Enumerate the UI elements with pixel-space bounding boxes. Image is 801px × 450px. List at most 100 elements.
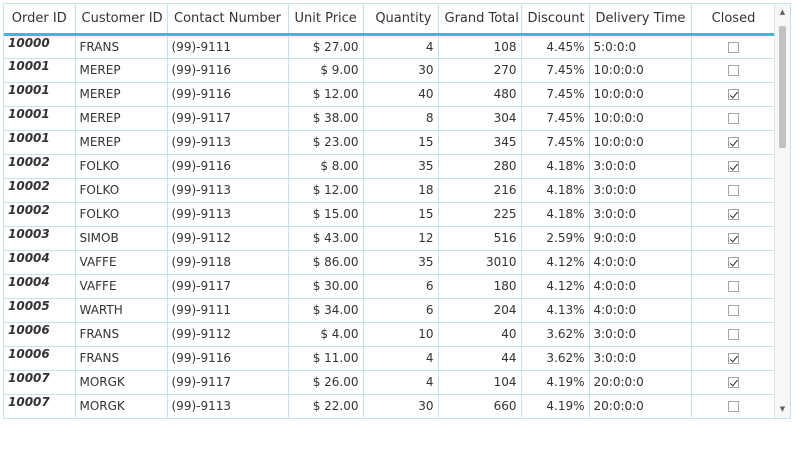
cell-quantity[interactable]: 30 [363,394,439,418]
cell-unit-price[interactable]: $ 8.00 [288,154,364,179]
column-header-contact-number[interactable]: Contact Number [167,4,289,36]
cell-delivery-time[interactable]: 10:0:0:0 [589,106,692,131]
cell-delivery-time[interactable]: 3:0:0:0 [589,202,692,227]
cell-delivery-time[interactable]: 3:0:0:0 [589,178,692,203]
cell-discount[interactable]: 7.45% [521,82,590,107]
column-header-closed[interactable]: Closed [691,4,776,36]
cell-order-id[interactable]: 10006 [4,346,76,371]
scrollbar-thumb[interactable] [779,26,786,148]
cell-grand-total[interactable]: 304 [438,106,522,131]
cell-customer-id[interactable]: MORGK [75,370,168,395]
table-row[interactable]: 10005 WARTH (99)-9111 $ 34.00 6 204 4.13% 4:0:0… [4,298,776,323]
cell-discount[interactable]: 4.18% [521,154,590,179]
cell-contact-number[interactable]: (99)-9117 [167,106,289,131]
cell-discount[interactable]: 2.59% [521,226,590,251]
cell-grand-total[interactable]: 104 [438,370,522,395]
cell-customer-id[interactable]: FOLKO [75,154,168,179]
closed-checkbox-checked[interactable] [728,353,739,364]
scroll-up-icon[interactable]: ▲ [779,8,786,16]
cell-delivery-time[interactable]: 4:0:0:0 [589,250,692,275]
cell-order-id[interactable]: 10004 [4,250,76,275]
closed-checkbox-checked[interactable] [728,257,739,268]
cell-contact-number[interactable]: (99)-9116 [167,346,289,371]
cell-unit-price[interactable]: $ 4.00 [288,322,364,347]
cell-quantity[interactable]: 10 [363,322,439,347]
cell-customer-id[interactable]: FRANS [75,322,168,347]
cell-grand-total[interactable]: 216 [438,178,522,203]
column-header-quantity[interactable]: Quantity [363,4,439,36]
cell-customer-id[interactable]: SIMOB [75,226,168,251]
cell-grand-total[interactable]: 270 [438,58,522,83]
cell-order-id[interactable]: 10003 [4,226,76,251]
cell-unit-price[interactable]: $ 12.00 [288,82,364,107]
cell-grand-total[interactable]: 480 [438,82,522,107]
cell-unit-price[interactable]: $ 43.00 [288,226,364,251]
cell-order-id[interactable]: 10006 [4,322,76,347]
cell-delivery-time[interactable]: 10:0:0:0 [589,82,692,107]
cell-contact-number[interactable]: (99)-9113 [167,394,289,418]
cell-customer-id[interactable]: VAFFE [75,274,168,299]
cell-unit-price[interactable]: $ 38.00 [288,106,364,131]
cell-customer-id[interactable]: MORGK [75,394,168,418]
column-header-customer-id[interactable]: Customer ID [75,4,168,36]
cell-discount[interactable]: 4.18% [521,178,590,203]
cell-discount[interactable]: 3.62% [521,322,590,347]
column-header-order-id[interactable]: Order ID [4,4,76,36]
cell-delivery-time[interactable]: 20:0:0:0 [589,370,692,395]
cell-delivery-time[interactable]: 3:0:0:0 [589,346,692,371]
cell-customer-id[interactable]: FRANS [75,34,168,59]
column-header-grand-total[interactable]: Grand Total [438,4,522,36]
cell-grand-total[interactable]: 204 [438,298,522,323]
cell-customer-id[interactable]: WARTH [75,298,168,323]
cell-contact-number[interactable]: (99)-9112 [167,322,289,347]
table-row[interactable]: 10006 FRANS (99)-9112 $ 4.00 10 40 3.62% 3:0:0:… [4,322,776,347]
column-header-delivery-time[interactable]: Delivery Time [589,4,692,36]
vertical-scrollbar[interactable]: ▲ ▼ [774,4,790,418]
cell-discount[interactable]: 7.45% [521,106,590,131]
cell-delivery-time[interactable]: 4:0:0:0 [589,274,692,299]
closed-checkbox[interactable] [728,401,739,412]
cell-order-id[interactable]: 10005 [4,298,76,323]
cell-delivery-time[interactable]: 10:0:0:0 [589,130,692,155]
cell-customer-id[interactable]: MEREP [75,106,168,131]
table-row[interactable]: 10004 VAFFE (99)-9117 $ 30.00 6 180 4.12% 4:0:0… [4,274,776,299]
cell-unit-price[interactable]: $ 11.00 [288,346,364,371]
cell-contact-number[interactable]: (99)-9113 [167,130,289,155]
cell-contact-number[interactable]: (99)-9111 [167,34,289,59]
cell-quantity[interactable]: 12 [363,226,439,251]
cell-contact-number[interactable]: (99)-9113 [167,178,289,203]
cell-contact-number[interactable]: (99)-9116 [167,154,289,179]
cell-discount[interactable]: 4.45% [521,34,590,59]
closed-checkbox[interactable] [728,185,739,196]
cell-grand-total[interactable]: 280 [438,154,522,179]
cell-quantity[interactable]: 8 [363,106,439,131]
table-row[interactable]: 10004 VAFFE (99)-9118 $ 86.00 35 3010 4.12% 4:0… [4,250,776,275]
cell-quantity[interactable]: 35 [363,154,439,179]
cell-quantity[interactable]: 6 [363,274,439,299]
closed-checkbox[interactable] [728,281,739,292]
table-row[interactable]: 10001 MEREP (99)-9117 $ 38.00 8 304 7.45% 10:0:… [4,106,776,131]
cell-grand-total[interactable]: 660 [438,394,522,418]
cell-unit-price[interactable]: $ 30.00 [288,274,364,299]
cell-customer-id[interactable]: FOLKO [75,202,168,227]
cell-quantity[interactable]: 4 [363,346,439,371]
cell-unit-price[interactable]: $ 22.00 [288,394,364,418]
table-row[interactable]: 10007 MORGK (99)-9117 $ 26.00 4 104 4.19% 20:0:… [4,370,776,395]
cell-unit-price[interactable]: $ 9.00 [288,58,364,83]
cell-unit-price[interactable]: $ 15.00 [288,202,364,227]
cell-order-id[interactable]: 10001 [4,82,76,107]
table-row[interactable]: 10001 MEREP (99)-9116 $ 12.00 40 480 7.45% 10:0… [4,82,776,107]
cell-discount[interactable]: 4.18% [521,202,590,227]
cell-customer-id[interactable]: MEREP [75,58,168,83]
closed-checkbox[interactable] [728,41,739,53]
closed-checkbox[interactable] [728,65,739,76]
cell-discount[interactable]: 4.13% [521,298,590,323]
cell-order-id[interactable]: 10007 [4,370,76,395]
cell-grand-total[interactable]: 3010 [438,250,522,275]
cell-quantity[interactable]: 30 [363,58,439,83]
cell-quantity[interactable]: 15 [363,202,439,227]
cell-customer-id[interactable]: MEREP [75,130,168,155]
cell-contact-number[interactable]: (99)-9116 [167,82,289,107]
cell-unit-price[interactable]: $ 26.00 [288,370,364,395]
cell-contact-number[interactable]: (99)-9117 [167,370,289,395]
